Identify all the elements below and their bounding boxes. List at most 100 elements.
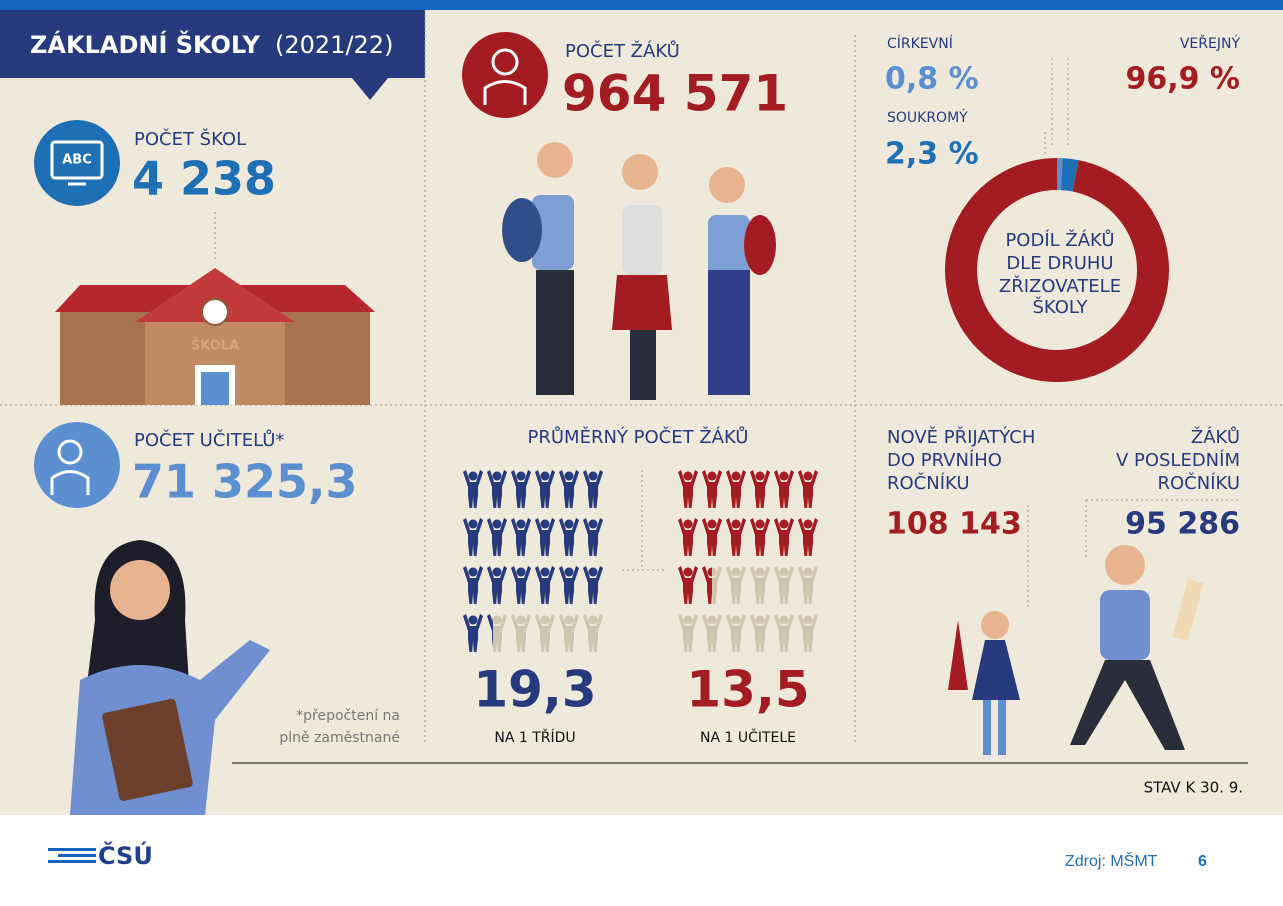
per-class-value: 19,3	[473, 661, 596, 719]
donut-segment	[1061, 158, 1079, 192]
per-class-label: NA 1 TŘÍDU	[494, 729, 575, 746]
last-grade-label: V POSLEDNÍM	[1116, 449, 1240, 471]
leader-lines	[1044, 58, 1069, 155]
header-period: (2021/22)	[275, 31, 393, 59]
pictogram-icon	[702, 518, 722, 556]
pictogram-icon	[774, 614, 794, 652]
pictogram-icon	[726, 518, 746, 556]
pictogram-icon	[487, 518, 507, 556]
pictogram-icon	[798, 470, 818, 508]
pictogram-icon	[702, 614, 722, 652]
status: STAV K 30. 9.	[1144, 779, 1243, 797]
graduates-illustration	[948, 545, 1204, 755]
teachers-note: plně zaměstnané	[279, 730, 400, 746]
pictogram-icon	[678, 566, 698, 604]
pictogram-icon	[463, 614, 483, 652]
pictogram-icon	[511, 518, 531, 556]
pupils-icon-body	[483, 80, 527, 105]
pictogram-icon	[702, 566, 722, 604]
pictogram-icon	[774, 470, 794, 508]
value-label: 96,9 %	[1125, 62, 1240, 97]
pictogram-icon	[774, 518, 794, 556]
donut-chart	[945, 158, 1169, 382]
first-grade-label: NOVĚ PŘIJATÝCH	[887, 426, 1035, 448]
first-grade-label: DO PRVNÍHO	[887, 449, 1002, 471]
pictogram-icon	[726, 566, 746, 604]
pictogram-icon	[583, 518, 603, 556]
pictogram-icon	[511, 566, 531, 604]
pictogram-icon	[678, 470, 698, 508]
average-separator	[622, 470, 666, 571]
pictogram-icon	[798, 614, 818, 652]
pictogram-icon	[726, 470, 746, 508]
schools-label: POČET ŠKOL	[134, 128, 246, 150]
pictogram-icon	[487, 470, 507, 508]
first-grade-label: ROČNÍKU	[887, 472, 970, 494]
per-teacher-label: NA 1 UČITELE	[700, 728, 796, 746]
last-grade-value: 95 286	[1125, 507, 1240, 542]
school-icon-board	[50, 140, 104, 180]
value-label: 2,3 %	[885, 137, 979, 172]
donut-segment	[1057, 158, 1063, 191]
donut-title: DLE DRUHU	[1006, 253, 1113, 274]
logo: ČSÚ	[98, 840, 153, 870]
building-sign: ŠKOLA	[191, 338, 239, 354]
top-bar	[0, 0, 1283, 10]
pictogram-icon	[511, 614, 531, 652]
pictogram-icon	[726, 614, 746, 652]
pictogram-icon	[559, 566, 579, 604]
schools-value: 4 238	[132, 152, 276, 206]
first-grade-value: 108 143	[886, 507, 1022, 542]
logo-lines	[48, 848, 96, 863]
pictogram-icon	[798, 518, 818, 556]
pictogram-icon	[583, 470, 603, 508]
pupils-label: POČET ŽÁKŮ	[565, 40, 680, 62]
pictogram-icon	[535, 518, 555, 556]
donut-title: ŠKOLY	[1032, 296, 1088, 318]
per-teacher-value: 13,5	[686, 661, 809, 719]
header-box	[0, 10, 425, 100]
value-label: 0,8 %	[885, 62, 979, 97]
pictogram-icon	[487, 566, 507, 604]
teachers-label: POČET UČITELŮ*	[134, 429, 284, 451]
pictogram-icon	[511, 470, 531, 508]
legend-label: SOUKROMÝ	[887, 109, 968, 126]
pictogram-icon	[487, 614, 507, 652]
header-title: ZÁKLADNÍ ŠKOLY	[30, 29, 260, 59]
school-icon-text: ABC	[62, 153, 92, 168]
page-number: 6	[1198, 853, 1207, 870]
leader-lines	[1027, 499, 1240, 610]
teachers-icon-body	[50, 470, 90, 495]
pictogram-icon	[583, 614, 603, 652]
pictogram-icon	[559, 614, 579, 652]
donut-title: PODÍL ŽÁKŮ	[1005, 229, 1114, 251]
last-grade-label: ŽÁKŮ	[1191, 426, 1240, 448]
teacher-illustration	[70, 540, 270, 815]
pictogram-icon	[535, 566, 555, 604]
pictogram-icon	[559, 470, 579, 508]
teachers-value: 71 325,3	[132, 455, 358, 509]
pictograms	[463, 470, 818, 652]
teachers-icon	[34, 422, 120, 508]
pictogram-icon	[750, 470, 770, 508]
pictogram-icon	[750, 518, 770, 556]
pictogram-icon	[535, 470, 555, 508]
pictogram-icon	[750, 566, 770, 604]
last-grade-label: ROČNÍKU	[1157, 472, 1240, 494]
teachers-icon-head	[57, 439, 83, 465]
kids-illustration	[502, 142, 776, 400]
source: Zdroj: MŠMT	[1065, 851, 1158, 870]
pictogram-icon	[774, 566, 794, 604]
pupils-icon-head	[491, 48, 519, 76]
average-title: PRŮMĚRNÝ POČET ŽÁKŮ	[528, 426, 749, 448]
pictogram-icon	[583, 566, 603, 604]
pictogram-icon	[535, 614, 555, 652]
school-building: ŠKOLA	[55, 268, 375, 405]
legend-label: VEŘEJNÝ	[1180, 35, 1241, 52]
legend-label: CÍRKEVNÍ	[887, 35, 953, 52]
pictogram-icon	[559, 518, 579, 556]
pictogram-icon	[678, 614, 698, 652]
pictogram-icon	[463, 566, 483, 604]
